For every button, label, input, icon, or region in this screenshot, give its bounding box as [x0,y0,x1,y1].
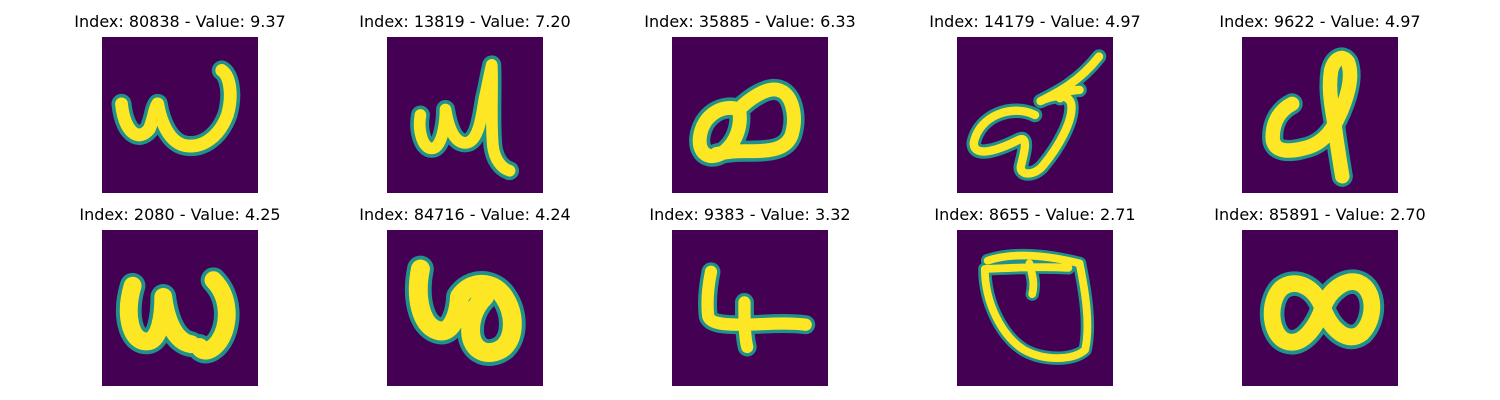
glyph-image-four-shape [672,230,828,386]
panel-title: Index: 13819 - Value: 7.20 [359,12,571,31]
glyph-image-leaf-loop [957,37,1113,193]
glyph-image-w-tall-right [387,37,543,193]
glyph-image-cup-shape [957,230,1113,386]
panel-title: Index: 2080 - Value: 4.25 [79,205,281,224]
glyph-image-hook-stem [1242,37,1398,193]
glyph-image-infinity-shape [1242,230,1398,386]
panel-title: Index: 9622 - Value: 4.97 [1219,12,1421,31]
glyph-image-w-shape [102,37,258,193]
panel-title: Index: 85891 - Value: 2.70 [1214,205,1426,224]
panel-title: Index: 14179 - Value: 4.97 [929,12,1141,31]
glyph-image-thick-loop [387,230,543,386]
panel-title: Index: 35885 - Value: 6.33 [644,12,856,31]
glyph-image-loop-a [672,37,828,193]
panel-title: Index: 84716 - Value: 4.24 [359,205,571,224]
panel-title: Index: 80838 - Value: 9.37 [74,12,286,31]
glyph-image-w-blob [102,230,258,386]
panel-title: Index: 9383 - Value: 3.32 [649,205,851,224]
panel-title: Index: 8655 - Value: 2.71 [934,205,1136,224]
